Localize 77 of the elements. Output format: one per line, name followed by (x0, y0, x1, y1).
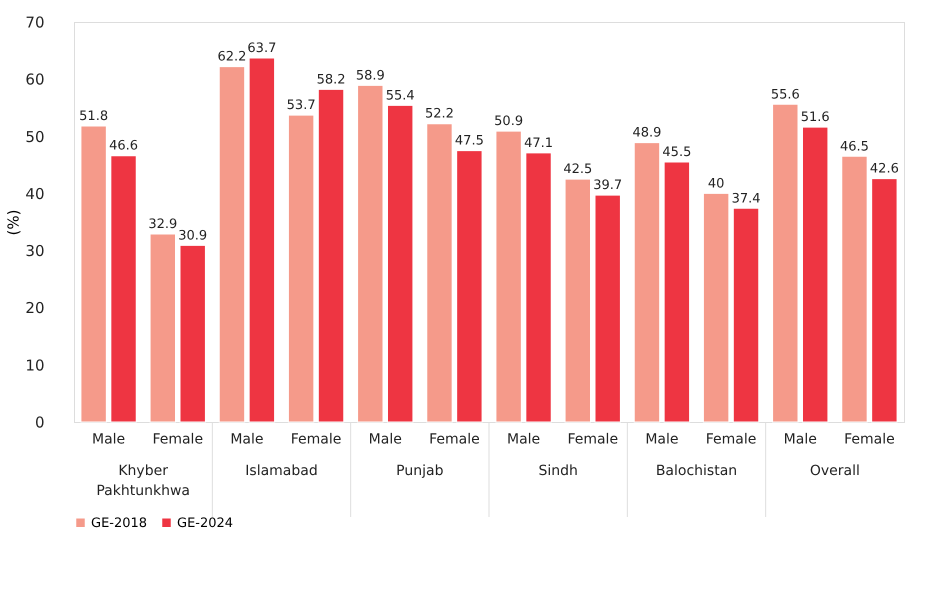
text: Sindh (538, 463, 578, 479)
x-tick-label: Female (844, 432, 895, 448)
x-tick-label: Female (567, 432, 618, 448)
bar (871, 178, 898, 422)
data-label: 46.5 (840, 139, 869, 154)
x-tick-label: Male (506, 432, 540, 448)
data-label: 55.4 (386, 88, 415, 104)
data-label: 42.5 (563, 162, 592, 178)
bar (564, 178, 592, 422)
bar (495, 130, 522, 422)
x-tick-label: Male (784, 432, 817, 448)
bar (110, 155, 137, 422)
data-label: 55.6 (770, 87, 800, 102)
bar (594, 194, 621, 422)
data-label: 51.6 (800, 110, 830, 126)
data-label: 47.5 (454, 134, 484, 149)
bar (218, 66, 246, 422)
text: Khyber Pakhtunkhwa (96, 463, 190, 499)
data-label: 37.4 (732, 191, 761, 206)
bar (664, 162, 690, 422)
bar (702, 192, 730, 422)
bar (150, 234, 176, 422)
bar (732, 208, 760, 422)
x-tick-label: Male (92, 432, 126, 448)
bar (288, 114, 314, 422)
data-label: 50.9 (494, 114, 524, 130)
data-label: 39.7 (593, 178, 622, 194)
y-tick-label: 70 (25, 14, 44, 32)
bar (386, 104, 414, 422)
x-tick-label: Female (706, 432, 756, 448)
y-tick-label: 50 (25, 128, 44, 146)
data-label: 32.9 (148, 217, 178, 232)
bar (456, 150, 483, 422)
bar (772, 104, 799, 422)
bar (426, 123, 453, 422)
x-tick-label: Female (290, 432, 342, 448)
y-tick-label: 30 (25, 242, 44, 260)
bar (357, 84, 384, 422)
bar (179, 244, 206, 422)
text: Islamabad (245, 463, 318, 479)
y-tick-label: 40 (25, 184, 44, 203)
x-tick-label: Male (368, 432, 402, 448)
x-tick-label: Male (645, 432, 679, 448)
data-label: 52.2 (424, 106, 454, 122)
bar (841, 156, 868, 422)
bar (802, 126, 828, 422)
y-tick-label: 10 (25, 356, 44, 374)
legend-label: GE-2018 (91, 516, 148, 531)
data-label: 40 (708, 176, 724, 192)
data-label: 62.2 (217, 50, 246, 65)
x-tick-label: Male (230, 432, 264, 448)
bar (248, 58, 276, 422)
bar (80, 126, 107, 422)
data-label: 30.9 (178, 228, 208, 244)
data-label: 47.1 (524, 136, 554, 151)
text: Overall (810, 463, 860, 479)
data-label: 63.7 (247, 41, 276, 56)
text: Punjab (396, 463, 444, 479)
data-label: 58.2 (316, 72, 346, 88)
x-tick-label: Female (152, 432, 204, 448)
bar (525, 152, 552, 422)
bar (318, 88, 344, 422)
y-tick-label: 20 (25, 299, 44, 318)
y-axis-title: (%) (4, 210, 22, 236)
bar (634, 142, 660, 422)
text: Balochistan (656, 463, 738, 479)
data-label: 45.5 (662, 145, 692, 160)
data-label: 48.9 (632, 126, 662, 141)
data-label: 51.8 (79, 109, 108, 124)
y-tick-label: 0 (34, 414, 44, 432)
y-tick-label: 60 (25, 70, 44, 89)
data-label: 42.6 (870, 162, 899, 177)
data-label: 53.7 (286, 98, 316, 114)
legend-label: GE-2024 (177, 516, 234, 531)
x-tick-label: Female (429, 432, 480, 448)
data-label: 58.9 (356, 68, 385, 84)
data-label: 46.6 (109, 138, 138, 154)
